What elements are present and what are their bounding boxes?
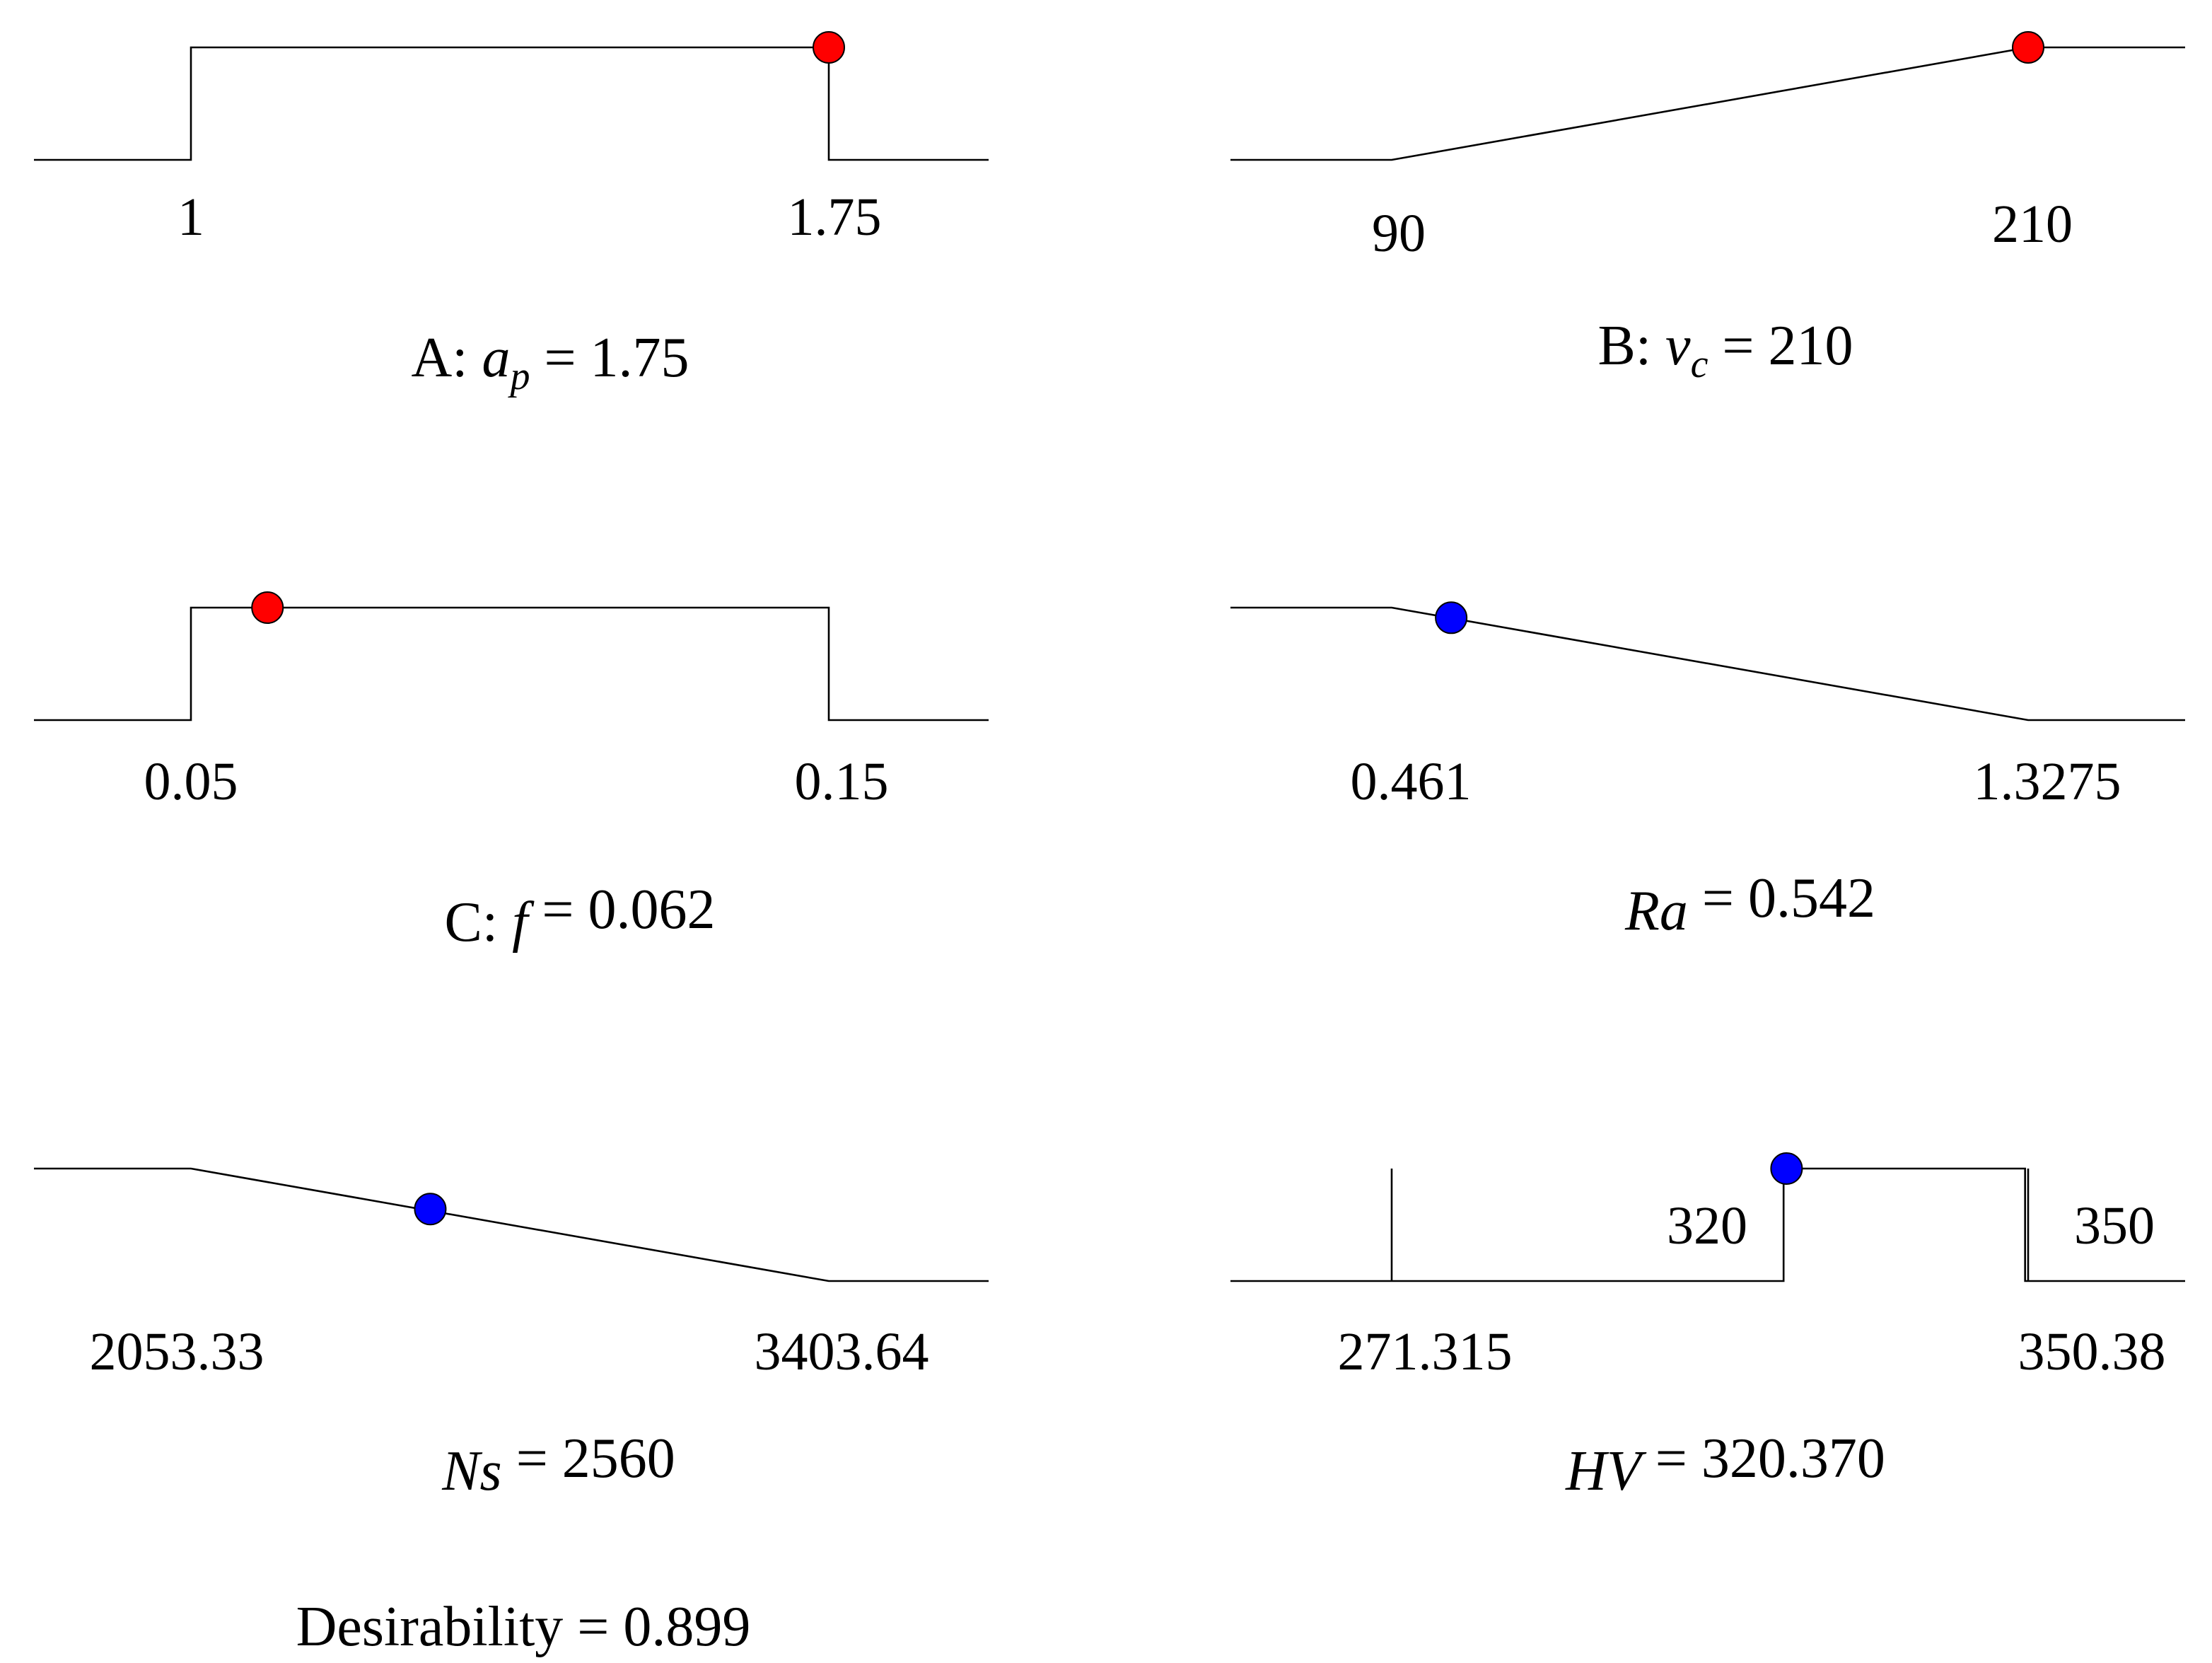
panel-ra-tick-high: 1.3275 [1974,752,2121,811]
panel-c-tick-high: 0.15 [795,752,889,811]
panel-ra-caption-suffix: = 0.542 [1688,867,1875,929]
panel-ra-curve [1230,606,2185,722]
panel-ra-caption-var: Ra [1624,880,1688,942]
panel-ns-tick-high: 3403.64 [755,1322,929,1381]
panel-ns-tick-low: 2053.33 [90,1322,264,1381]
panel-hv: 271.315 350.38 320 350 HV = 320.370 [1230,1152,2185,1502]
panel-ns: 2053.33 3403.64 Ns = 2560 [34,1167,989,1502]
panel-hv-caption-suffix: = 320.370 [1641,1427,1885,1490]
panel-hv-caption: HV = 320.370 [1565,1427,1885,1502]
panel-b-caption-prefix: B: [1597,315,1665,377]
panel-a-caption-sub: p [507,354,530,398]
panel-ra-marker [1435,601,1468,635]
panel-hv-guides [1390,1169,2030,1281]
panel-c-caption: C: f = 0.062 [445,879,716,954]
panel-a-caption-prefix: A: [411,327,482,389]
panel-a-caption: A: ap = 1.75 [411,327,689,398]
panel-hv-target-high: 350 [2074,1196,2155,1256]
panel-b-caption-suffix: = 210 [1708,315,1853,377]
panel-hv-tick-high: 350.38 [2018,1322,2166,1381]
panel-ns-caption-var: Ns [441,1440,502,1502]
panel-c-caption-suffix: = 0.062 [528,879,715,941]
panel-ra: 0.461 1.3275 Ra = 0.542 [1230,601,2185,942]
panel-ns-caption-suffix: = 2560 [502,1427,675,1490]
panel-hv-marker [1770,1152,1803,1185]
panel-a-tick-low: 1 [177,187,204,247]
panel-hv-tick-low: 271.315 [1338,1322,1513,1381]
panel-ns-curve [34,1167,989,1282]
panel-b-caption-var: v [1665,315,1691,377]
panel-c: 0.05 0.15 C: f = 0.062 [34,591,989,954]
panel-a-marker [813,31,845,64]
panel-a-caption-var: a [482,327,510,389]
panel-b-marker [2012,31,2044,64]
panel-hv-curve [1230,1167,2185,1282]
panel-b-caption-sub: c [1691,342,1709,386]
panel-b-curve [1230,46,2185,161]
panel-c-curve [34,606,989,722]
panel-ra-tick-low: 0.461 [1351,752,1472,811]
panel-ra-caption: Ra = 0.542 [1624,867,1875,942]
panel-b-caption: B: vc = 210 [1597,315,1853,386]
overall-desirability: Desirability = 0.899 [296,1596,751,1658]
panel-b-tick-high: 210 [1992,195,2073,254]
panel-hv-caption-var: HV [1565,1440,1647,1502]
panel-ns-caption: Ns = 2560 [441,1427,675,1502]
panel-c-marker [251,591,284,624]
panel-a-curve [34,46,989,161]
panel-c-caption-prefix: C: [445,891,513,954]
panel-b: 90 210 B: vc = 210 [1230,31,2185,386]
panel-hv-target-low: 320 [1667,1196,1747,1256]
panel-a-caption-suffix: = 1.75 [530,327,689,389]
panel-a: 1 1.75 A: ap = 1.75 [34,31,989,398]
panel-ns-marker [414,1193,447,1226]
panel-b-tick-low: 90 [1372,204,1426,263]
panel-a-tick-high: 1.75 [788,187,882,247]
panel-c-tick-low: 0.05 [144,752,238,811]
